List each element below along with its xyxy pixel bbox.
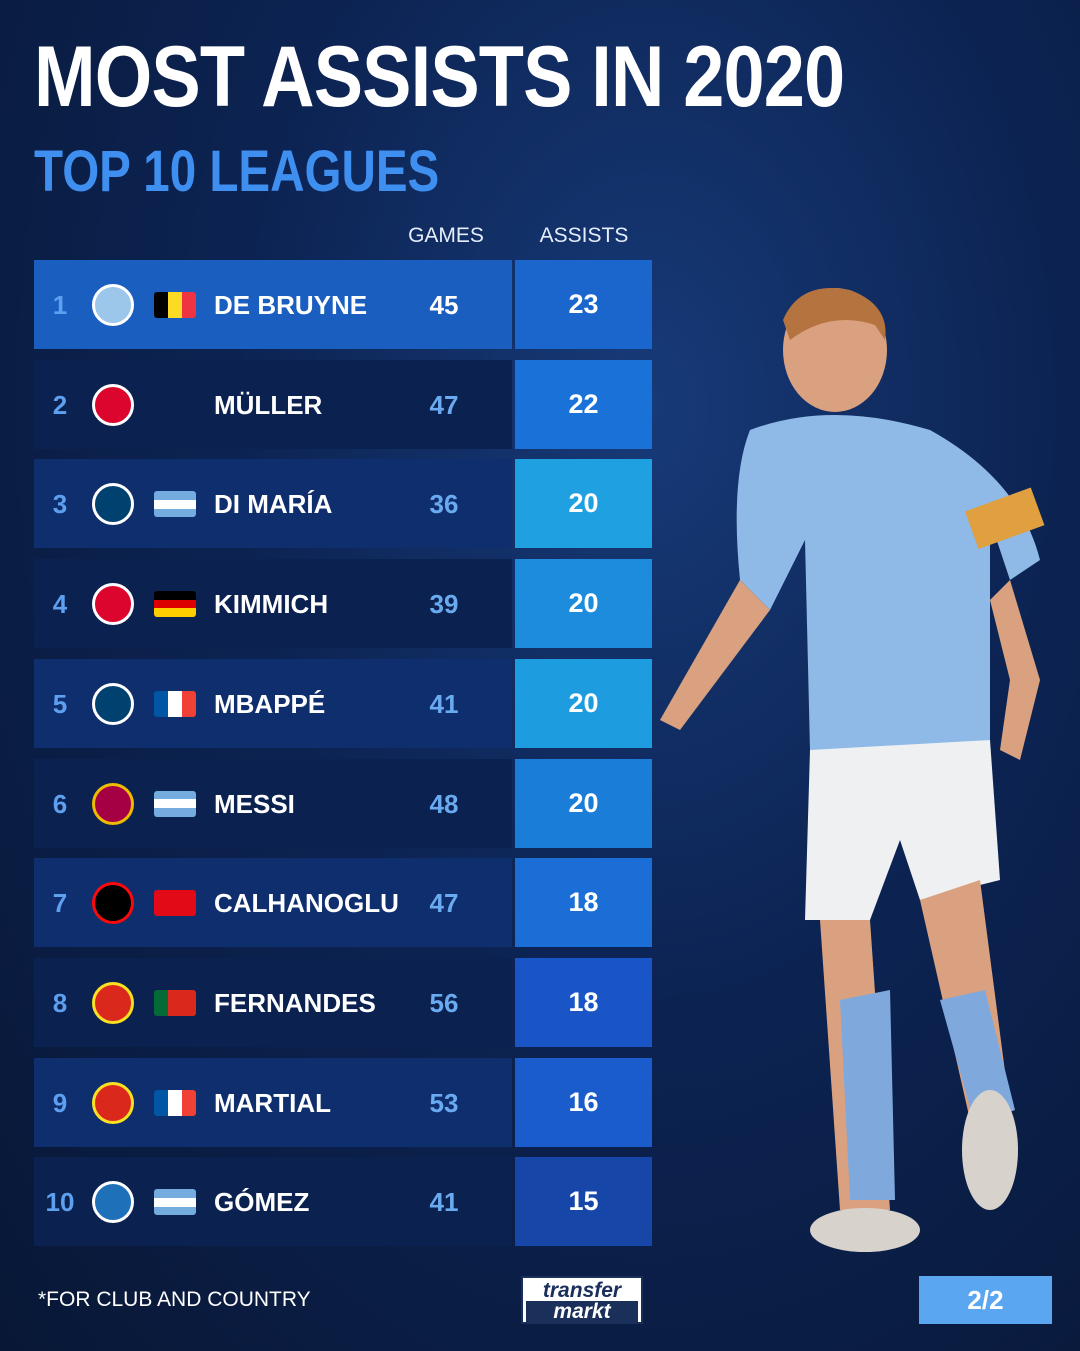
games-value: 56 bbox=[429, 987, 459, 1018]
logo-line1: transfer bbox=[542, 1279, 622, 1302]
club-crest-icon bbox=[92, 284, 134, 326]
games-value: 47 bbox=[429, 389, 459, 420]
player-name: MBAPPÉ bbox=[214, 688, 326, 719]
flag-icon bbox=[154, 1189, 196, 1216]
assists-value: 15 bbox=[515, 1157, 652, 1247]
column-header-games: GAMES bbox=[408, 224, 484, 247]
table-row: 6 MESSI 48 20 bbox=[34, 758, 652, 848]
player-name: MESSI bbox=[214, 788, 295, 819]
games-value: 45 bbox=[429, 290, 459, 320]
player-shorts bbox=[805, 740, 1000, 920]
flag-icon bbox=[154, 292, 196, 318]
player-name: MARTIAL bbox=[214, 1087, 331, 1118]
player-shirt bbox=[736, 415, 1040, 754]
assists-value: 20 bbox=[515, 758, 652, 848]
club-crest-icon bbox=[92, 782, 134, 825]
games-value: 53 bbox=[429, 1087, 459, 1118]
club-crest-icon bbox=[92, 882, 134, 925]
transfermarkt-logo: transfer markt bbox=[521, 1276, 643, 1324]
games-value: 47 bbox=[429, 888, 459, 919]
club-crest-icon bbox=[92, 981, 134, 1024]
footnote: *FOR CLUB AND COUNTRY bbox=[38, 1288, 311, 1311]
logo-line2: markt bbox=[526, 1301, 638, 1322]
rank: 6 bbox=[52, 788, 68, 819]
column-header-assists: ASSISTS bbox=[539, 224, 629, 247]
club-crest-icon bbox=[92, 583, 134, 626]
table-row: 1 DE BRUYNE 45 23 bbox=[34, 260, 652, 349]
club-crest-icon bbox=[92, 1081, 134, 1124]
table-row: 8 FERNANDES 56 18 bbox=[34, 957, 652, 1047]
flag-icon bbox=[154, 989, 196, 1016]
table-row: 10 GÓMEZ 41 15 bbox=[34, 1157, 652, 1247]
table-row: 4 KIMMICH 39 20 bbox=[34, 559, 652, 649]
assists-value: 23 bbox=[515, 260, 652, 349]
rank: 4 bbox=[52, 589, 68, 620]
assists-value: 20 bbox=[515, 658, 652, 748]
rank: 5 bbox=[52, 688, 68, 719]
games-value: 41 bbox=[429, 688, 459, 719]
club-crest-icon bbox=[92, 682, 134, 725]
games-value: 36 bbox=[429, 489, 459, 520]
player-name: DE BRUYNE bbox=[214, 290, 368, 320]
player-name: MÜLLER bbox=[214, 389, 323, 420]
player-name: CALHANOGLU bbox=[214, 888, 399, 919]
games-value: 41 bbox=[429, 1187, 459, 1218]
flag-icon bbox=[154, 790, 196, 817]
flag-icon bbox=[154, 890, 196, 917]
club-crest-icon bbox=[92, 383, 134, 426]
rank: 7 bbox=[52, 888, 68, 919]
games-value: 39 bbox=[429, 589, 459, 620]
games-value: 48 bbox=[429, 788, 459, 819]
club-crest-icon bbox=[92, 1181, 134, 1224]
page-indicator: 2/2 bbox=[919, 1276, 1052, 1324]
player-name: GÓMEZ bbox=[214, 1187, 310, 1218]
flag-icon bbox=[154, 1089, 196, 1116]
table-row: 5 MBAPPÉ 41 20 bbox=[34, 658, 652, 748]
assists-value: 18 bbox=[515, 957, 652, 1047]
assists-value: 16 bbox=[515, 1057, 652, 1147]
rank: 8 bbox=[52, 987, 68, 1018]
table-row: 7 CALHANOGLU 47 18 bbox=[34, 858, 652, 948]
table-row: 3 DI MARÍA 36 20 bbox=[34, 459, 652, 549]
rank: 10 bbox=[45, 1187, 75, 1218]
page-title: MOST ASSISTS IN 2020 bbox=[34, 29, 845, 125]
player-name: DI MARÍA bbox=[214, 489, 333, 520]
rank: 1 bbox=[52, 290, 68, 320]
rank: 3 bbox=[52, 489, 68, 520]
table-row: 2 MÜLLER 47 22 bbox=[34, 359, 652, 449]
player-name: FERNANDES bbox=[214, 987, 376, 1018]
player-photo bbox=[660, 288, 1045, 1252]
assists-value: 18 bbox=[515, 858, 652, 948]
page-subtitle: TOP 10 LEAGUES bbox=[34, 139, 440, 204]
flag-icon bbox=[154, 591, 196, 618]
assists-value: 20 bbox=[515, 559, 652, 649]
rank: 2 bbox=[52, 389, 68, 420]
table-row: 9 MARTIAL 53 16 bbox=[34, 1057, 652, 1147]
assists-value: 22 bbox=[515, 359, 652, 449]
flag-icon bbox=[154, 491, 196, 518]
rank: 9 bbox=[52, 1087, 68, 1118]
assists-value: 20 bbox=[515, 459, 652, 549]
flag-icon bbox=[154, 690, 196, 717]
club-crest-icon bbox=[92, 483, 134, 526]
player-name: KIMMICH bbox=[214, 589, 329, 620]
